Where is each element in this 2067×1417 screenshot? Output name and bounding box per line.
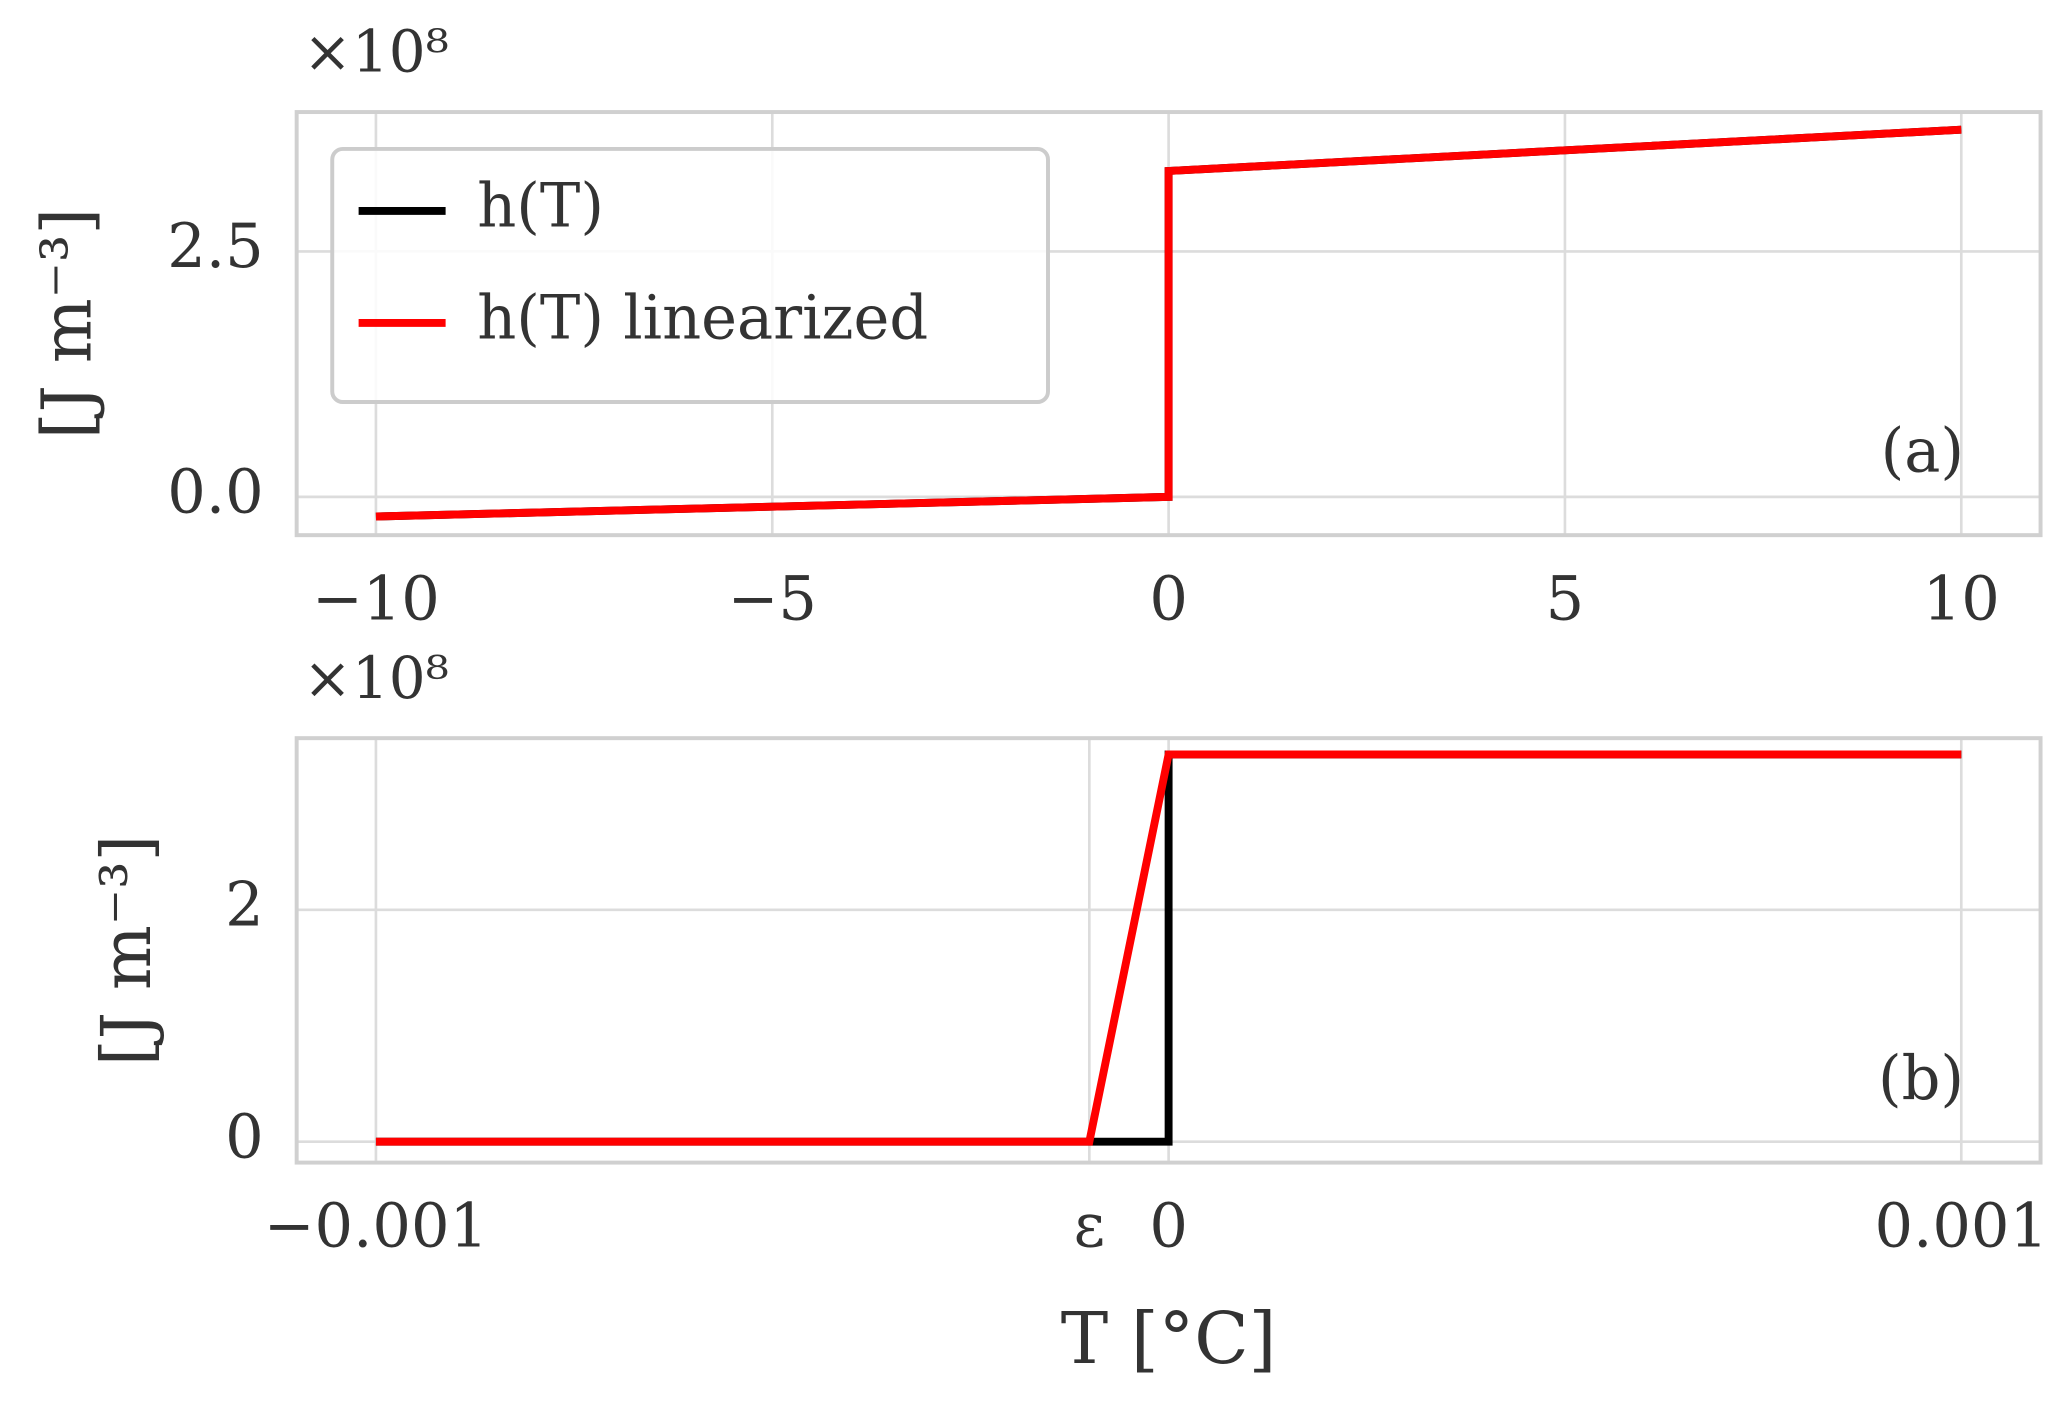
legend-label: h(T) linearized	[477, 284, 928, 354]
legend-label: h(T)	[477, 171, 604, 241]
plot-frame	[294, 736, 2043, 1165]
y-axis-label: [J m⁻³]	[28, 208, 108, 439]
x-tick-label: −5	[728, 564, 817, 634]
x-tick-label: −0.001	[264, 1192, 488, 1262]
series-line	[375, 125, 1962, 521]
x-tick-label: 5	[1546, 564, 1585, 634]
y-axis-label: [J m⁻³]	[87, 835, 167, 1066]
x-tick-label: 0	[1149, 564, 1188, 634]
x-tick-label: −10	[312, 564, 440, 634]
offset-label: ×10⁸	[303, 644, 449, 712]
plot-frame	[294, 110, 2043, 538]
x-axis-label: T [°C]	[1061, 1297, 1277, 1380]
annotation: (b)	[1878, 1044, 1964, 1114]
legend-box	[330, 146, 1050, 405]
y-tick-label: 0.0	[167, 457, 263, 527]
x-tick-label: 0	[1149, 1192, 1188, 1262]
annotation: (a)	[1881, 417, 1964, 487]
y-tick-label: 2.5	[167, 212, 263, 282]
x-tick-label: ε	[1074, 1192, 1105, 1262]
x-tick-label: 10	[1923, 564, 2000, 634]
y-tick-label: 0	[225, 1102, 264, 1172]
legend: h(T) h(T) linearized	[330, 146, 1050, 405]
y-tick-label: 2	[225, 870, 264, 940]
series-line	[375, 750, 1962, 1146]
x-tick-label: 0.001	[1875, 1192, 2049, 1262]
series-line	[375, 750, 1962, 1146]
offset-label: ×10⁸	[303, 18, 449, 86]
